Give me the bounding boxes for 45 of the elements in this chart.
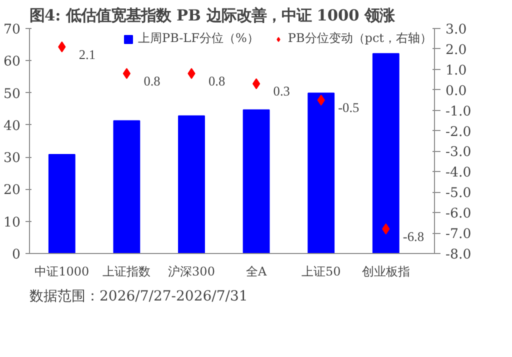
- y2-tick-label: -5.0: [446, 186, 472, 202]
- bar: [48, 154, 76, 254]
- data-label: 0.8: [208, 74, 226, 88]
- y-tick-label: 40: [4, 118, 21, 134]
- data-label: -0.5: [338, 100, 360, 116]
- y-tick-label: 70: [4, 22, 21, 38]
- x-tick-label: 沪深300: [168, 264, 215, 278]
- y2-tick-label: 0.0: [446, 84, 467, 99]
- data-label: -6.8: [402, 228, 424, 244]
- y2-tick-label: -7.0: [446, 227, 472, 242]
- data-label: 0.3: [273, 84, 290, 99]
- y2-tick-label: -1.0: [446, 104, 472, 120]
- data-label: 0.8: [144, 74, 161, 88]
- y2-tick-label: 3.0: [446, 22, 467, 38]
- y2-tick-label: -2.0: [446, 124, 472, 140]
- y-tick-label: 0: [12, 248, 21, 262]
- y2-tick-label: -4.0: [446, 166, 472, 181]
- y2-tick-label: -8.0: [446, 248, 472, 262]
- bar: [113, 120, 140, 254]
- y2-tick-label: 2.0: [446, 42, 467, 58]
- bar: [178, 115, 205, 254]
- y-tick-label: 20: [4, 183, 21, 198]
- y-tick-label: 60: [4, 54, 21, 70]
- x-tick-label: 上证50: [301, 264, 341, 278]
- x-tick-label: 全A: [246, 264, 267, 278]
- y-tick-label: 30: [4, 151, 21, 166]
- point: [252, 78, 260, 90]
- bar: [372, 53, 400, 254]
- x-tick-label: 中证1000: [34, 264, 90, 278]
- point: [188, 68, 196, 79]
- bar: [308, 92, 335, 254]
- y2-tick-label: -6.0: [446, 206, 472, 222]
- chart-title: 图4: 低估值宽基指数 PB 边际改善，中证 1000 领涨: [30, 6, 396, 24]
- data-label: 2.1: [78, 46, 96, 62]
- y-tick-label: 10: [4, 215, 21, 230]
- y2-tick-label: 1.0: [446, 63, 467, 78]
- legend-label: PB分位变动（pct，右轴）: [288, 30, 432, 47]
- point: [122, 68, 131, 79]
- y2-tick-label: -3.0: [446, 145, 472, 160]
- legend-label: 上周PB-LF分位（%）: [138, 30, 259, 47]
- y-tick-label: 50: [4, 86, 21, 102]
- bar: [242, 109, 270, 254]
- x-tick-label: 上证指数: [102, 264, 151, 278]
- x-tick-label: 创业板指: [362, 264, 410, 278]
- text: 数据范围：2026/7/27-2026/7/31: [30, 288, 248, 304]
